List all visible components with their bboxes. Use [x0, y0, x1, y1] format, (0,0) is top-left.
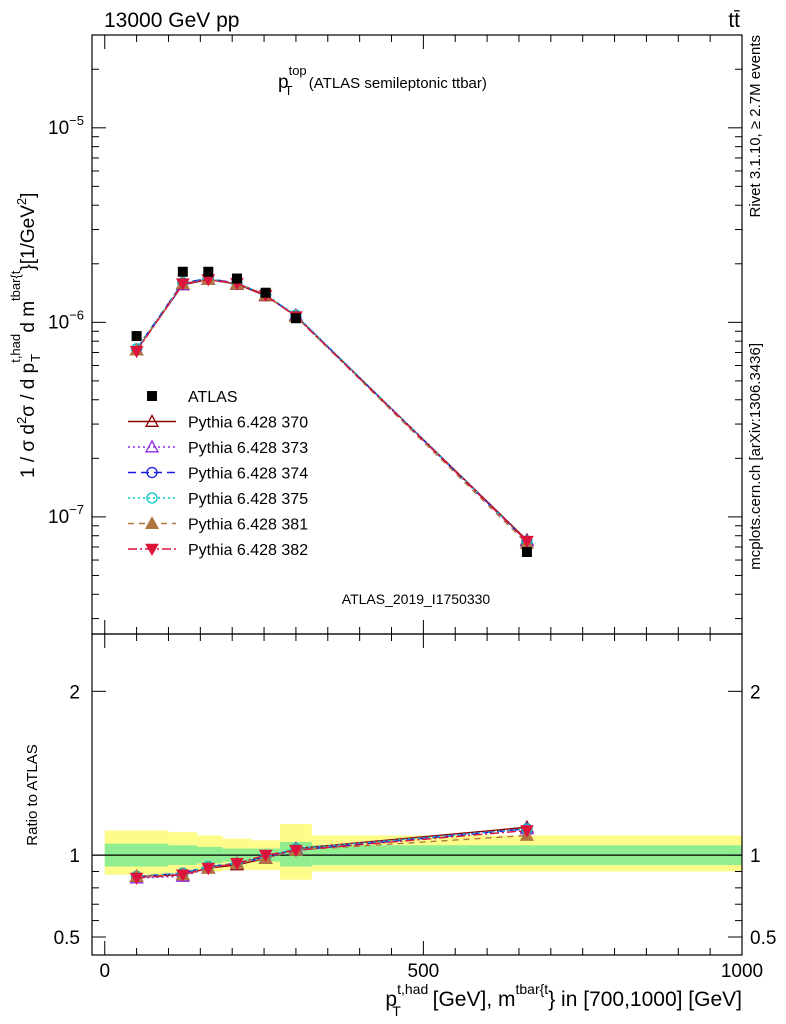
- energy-label: 13000 GeV pp: [104, 9, 239, 32]
- data-series: [131, 266, 532, 557]
- ratio-y-tick-label-right: 2: [750, 682, 761, 703]
- ratio-series-point: [175, 869, 190, 882]
- data-point: [131, 331, 142, 342]
- ratio-series-point: [201, 862, 216, 876]
- ratio-series-point: [289, 844, 303, 858]
- legend-marker: [146, 492, 158, 504]
- x-axis-label: pt,had T [GeV], mtbar{t} in [700,1000] [G…: [385, 981, 742, 1019]
- ratio-y-axis-label: Ratio to ATLAS: [24, 744, 41, 845]
- y-tick-label: 10−7: [48, 502, 84, 528]
- legend-marker: [144, 516, 160, 529]
- legend-label: ATLAS: [188, 389, 238, 406]
- ratio-series-5: [129, 825, 534, 886]
- data-point: [177, 266, 188, 277]
- process-label: tt̄: [728, 9, 740, 32]
- data-point: [260, 287, 271, 298]
- rivet-version-label: Rivet 3.1.10, ≥ 2.7M events: [747, 35, 764, 218]
- ratio-frame: [91, 633, 743, 956]
- ratio-y-tick-label-right: 0.5: [750, 928, 776, 949]
- y-tick-label: 10−6: [48, 307, 84, 333]
- series-point: [520, 535, 534, 549]
- ratio-series-point: [520, 825, 534, 838]
- x-tick-label: 500: [408, 961, 440, 982]
- legend-marker: [147, 391, 157, 401]
- legend-label: Pythia 6.428 370: [188, 415, 308, 432]
- legend-marker: [146, 466, 158, 479]
- data-point: [231, 273, 242, 284]
- x-tick-label: 0: [99, 961, 110, 982]
- ratio-y-tick-label: 0.5: [54, 928, 80, 949]
- ratio-y-tick-label: 1: [69, 846, 80, 867]
- legend-label: Pythia 6.428 381: [188, 517, 308, 534]
- legend-label: Pythia 6.428 374: [188, 466, 308, 483]
- analysis-watermark: ATLAS_2019_I1750330: [342, 591, 491, 607]
- data-point: [521, 546, 532, 557]
- ratio-panel: 0.5 0.5 1 1 2 2 0 500 1000 Ratio to ATLAS pt,had T …: [24, 633, 776, 1019]
- data-point: [203, 266, 214, 277]
- mcplots-url-label: mcplots.cern.ch [arXiv:1306.3436]: [747, 343, 764, 570]
- y-tick-label: 10−5: [48, 113, 84, 139]
- series-point: [175, 278, 190, 291]
- series-point: [129, 345, 144, 359]
- y-axis-label: 1 / σ d2σ / d pt,had T d mtbar{t}[1/GeV2]: [8, 193, 43, 478]
- ratio-y-tick-label-right: 1: [750, 846, 761, 867]
- legend-marker: [144, 414, 160, 427]
- legend-label: Pythia 6.428 373: [188, 440, 308, 457]
- main-panel: 10−7 10−6 10−5 ptop T (ATLAS semileptonic tt…: [8, 34, 743, 635]
- legend-marker: [145, 543, 159, 557]
- data-point: [290, 313, 301, 324]
- legend-marker: [144, 439, 160, 453]
- ratio-series-point: [129, 872, 144, 886]
- ratio-series-point: [230, 857, 244, 871]
- ratio-series-point: [258, 849, 273, 863]
- x-tick-label: 1000: [721, 961, 763, 982]
- ratio-y-tick-label: 2: [69, 682, 80, 703]
- legend-label: Pythia 6.428 375: [188, 491, 308, 508]
- chart-title: ptop T (ATLAS semileptonic ttbar): [278, 63, 487, 98]
- legend: ATLAS Pythia 6.428 370 Pythia 6.428 373 Pyt…: [128, 389, 308, 559]
- legend-label: Pythia 6.428 382: [188, 542, 308, 559]
